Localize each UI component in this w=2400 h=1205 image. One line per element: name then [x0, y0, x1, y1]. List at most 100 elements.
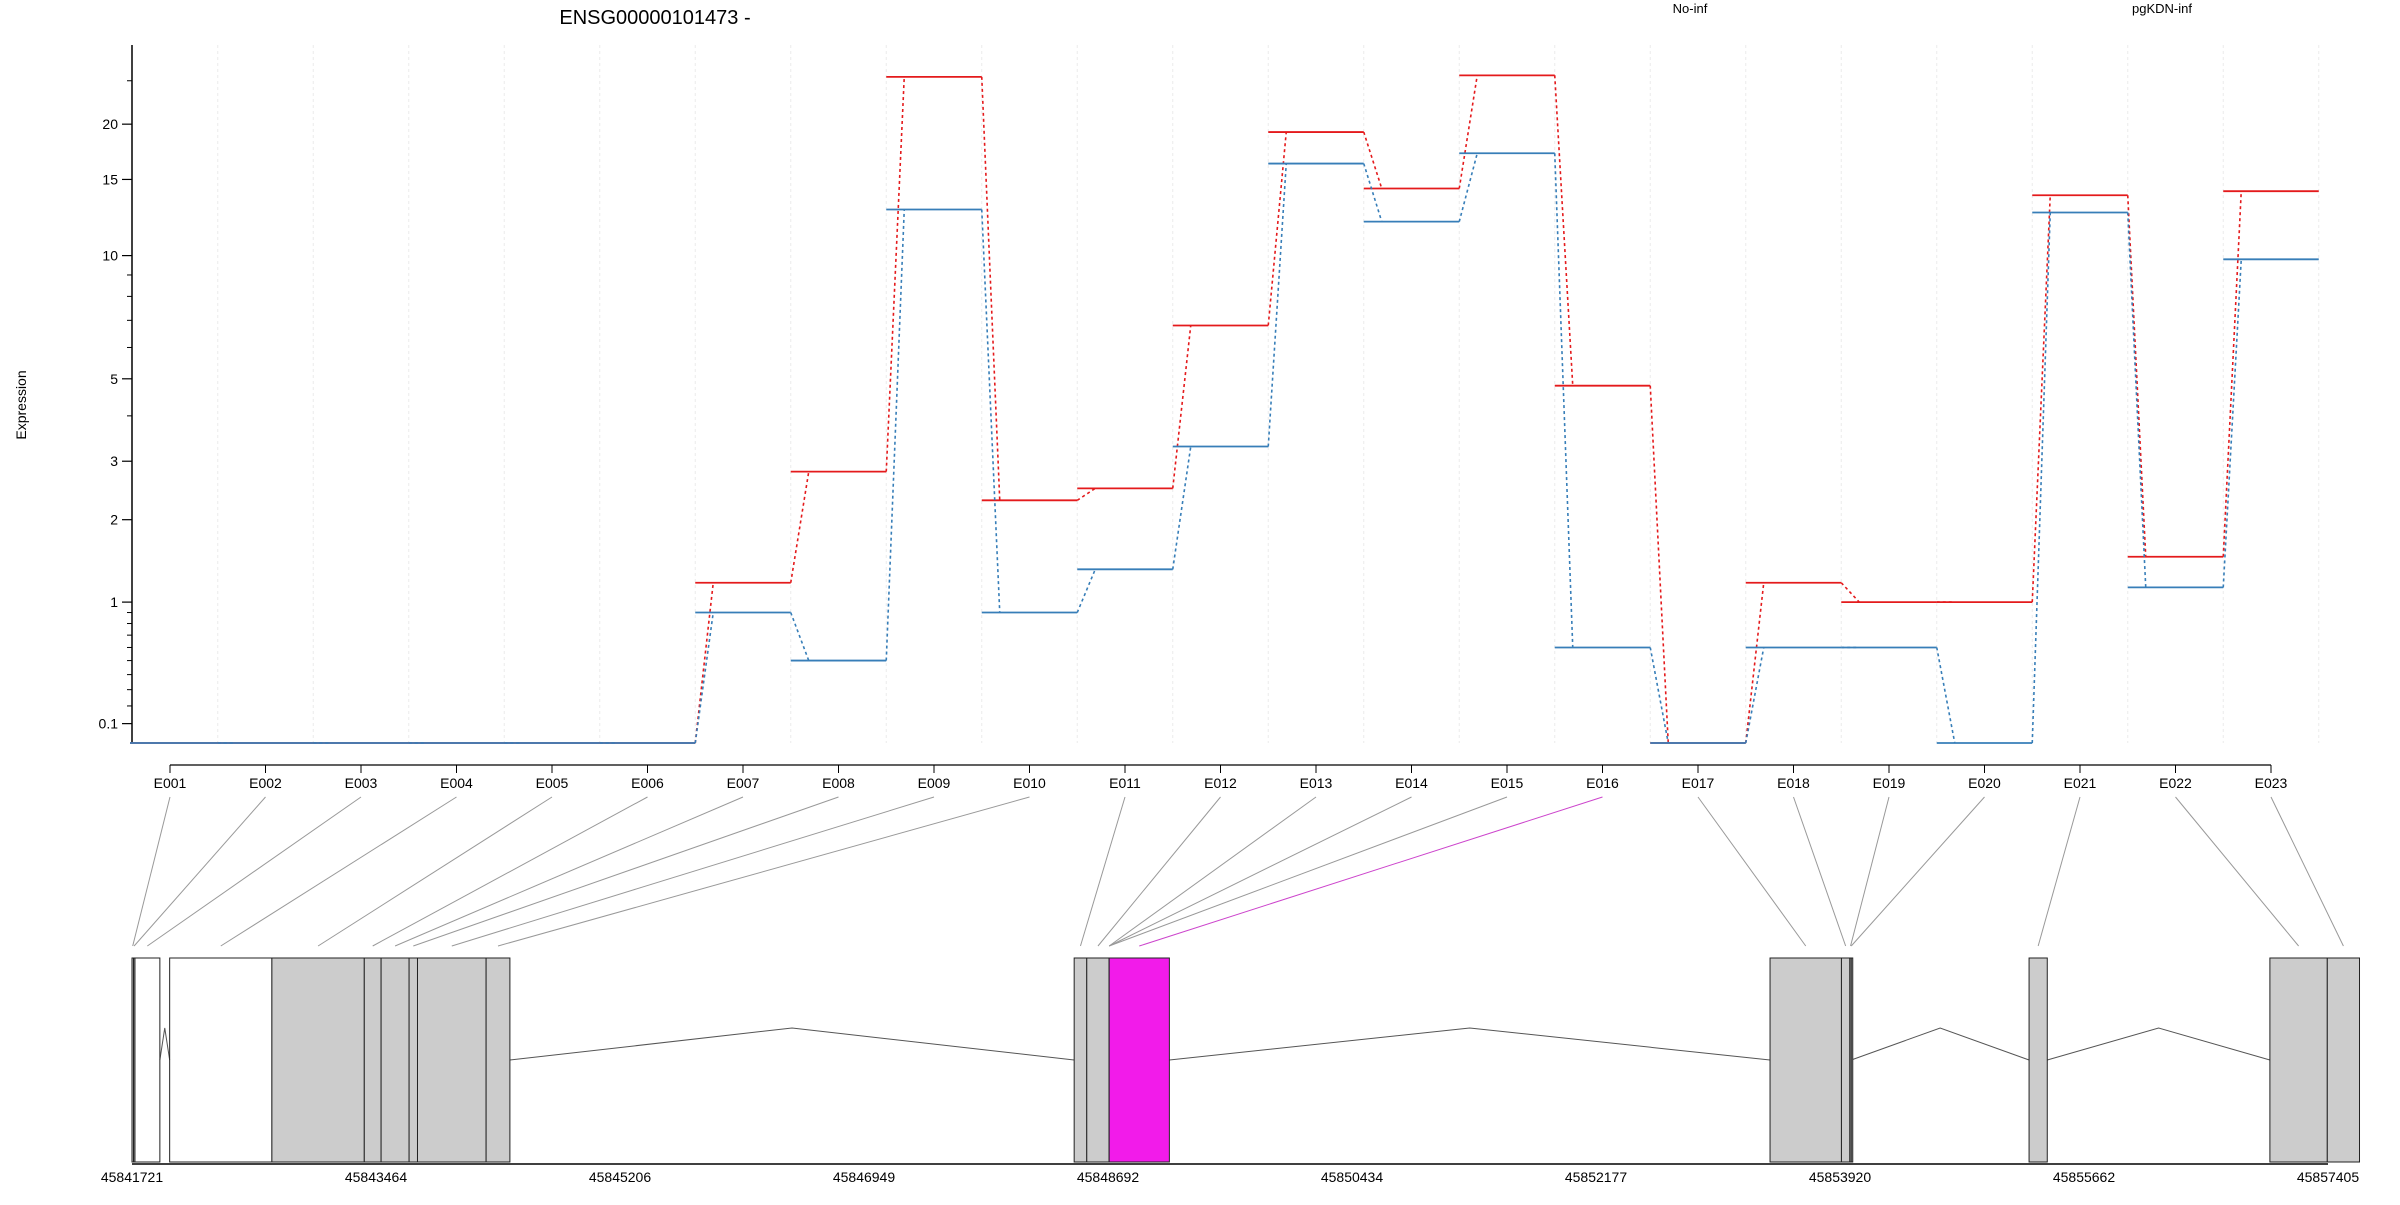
- x-tick-label: E002: [249, 775, 282, 791]
- exon-connector-e018: [1793, 796, 1847, 947]
- y-tick-label: 15: [102, 171, 118, 187]
- exon-box-e010: [485, 957, 511, 1163]
- series-pgkdn-inf-connector: [1171, 446, 1192, 570]
- series-no-inf-connector: [1267, 131, 1288, 326]
- x-tick-label: E017: [1682, 775, 1715, 791]
- exon-connector-e017: [1697, 796, 1807, 947]
- genomic-tick-label: 45850434: [1321, 1169, 1384, 1185]
- genomic-tick-label: 45846949: [833, 1169, 896, 1185]
- exon-box-e017: [1769, 957, 1842, 1163]
- y-tick-label: 1: [110, 594, 118, 610]
- exon-box-e011: [1073, 957, 1088, 1163]
- series-pgkdn-inf-connector: [980, 209, 1001, 613]
- exon-connector-e014: [1108, 796, 1412, 947]
- exon-connector-e016: [1139, 796, 1603, 947]
- intron-line: [1851, 1027, 2030, 1061]
- x-tick-label: E005: [536, 775, 569, 791]
- genomic-tick-label: 45852177: [1565, 1169, 1628, 1185]
- x-tick-label: E019: [1873, 775, 1906, 791]
- exon-connector-e007: [394, 796, 744, 947]
- exon-connector-e003: [147, 796, 362, 947]
- series-no-inf-connector: [980, 76, 1001, 501]
- exon-connector-e004: [220, 796, 457, 947]
- exon-connector-e002: [133, 796, 266, 947]
- exon-connector-e015: [1108, 796, 1508, 947]
- x-tick-label: E011: [1109, 775, 1141, 791]
- exon-connector-e006: [372, 796, 648, 947]
- y-tick-label: 0.1: [99, 716, 119, 732]
- exon-connector-e005: [317, 796, 553, 947]
- series-pgkdn-inf-connector: [1362, 163, 1383, 222]
- x-tick-label: E016: [1586, 775, 1619, 791]
- series-no-inf-connector: [1076, 487, 1096, 501]
- series-pgkdn-inf-connector: [1649, 647, 1670, 744]
- series-no-inf-connector: [1362, 131, 1383, 189]
- x-tick-label: E012: [1204, 775, 1237, 791]
- genomic-tick-label: 45845206: [589, 1169, 652, 1185]
- exon-box-e020: [1850, 957, 1854, 1163]
- exon-connector-e008: [413, 796, 839, 947]
- intron-line: [509, 1027, 1075, 1061]
- exon-connector-e011: [1079, 796, 1126, 947]
- exon-box-e005: [271, 957, 365, 1163]
- x-tick-label: E021: [2064, 775, 2097, 791]
- legend-entry-no-inf: No-inf: [1673, 1, 1708, 16]
- exon-box-e008: [408, 957, 418, 1163]
- exon-box-e004: [169, 957, 273, 1163]
- series-no-inf-connector: [1649, 385, 1670, 744]
- series-pgkdn-inf-connector: [1935, 647, 1956, 744]
- x-tick-label: E007: [727, 775, 760, 791]
- exon-connector-e001: [132, 796, 171, 947]
- exon-box-e021: [2028, 957, 2048, 1163]
- exon-connector-e022: [2175, 796, 2299, 947]
- exon-connector-e019: [1850, 796, 1890, 947]
- genomic-tick-label: 45857405: [2297, 1169, 2360, 1185]
- x-tick-label: E023: [2255, 775, 2288, 791]
- series-no-inf-connector: [789, 471, 810, 583]
- genomic-tick-label: 45841721: [101, 1169, 164, 1185]
- series-pgkdn-inf-connector: [694, 612, 715, 744]
- series-no-inf-connector: [1840, 582, 1860, 603]
- x-tick-label: E022: [2159, 775, 2192, 791]
- series-no-inf-connector: [1458, 75, 1479, 189]
- x-tick-label: E008: [822, 775, 855, 791]
- vertical-gridlines: [217, 45, 2320, 743]
- y-tick-label: 20: [102, 116, 118, 132]
- series-no-inf-connector: [1744, 582, 1765, 744]
- y-axis: 0.1 1 2 3 5 10 15 20: [99, 45, 133, 743]
- y-tick-label: 2: [110, 512, 118, 528]
- series-pgkdn-inf-connector: [2222, 259, 2243, 588]
- exon-connector-e020: [1850, 796, 1985, 947]
- x-tick-label: E018: [1777, 775, 1810, 791]
- genomic-coordinate-axis: 45841721 45843464 45845206 45846949 45848692…: [101, 1163, 2360, 1185]
- genomic-tick-label: 45855662: [2053, 1169, 2116, 1185]
- y-axis-label: Expression: [13, 370, 29, 439]
- series-no-inf-connector: [2126, 195, 2147, 557]
- intron-line: [2047, 1027, 2271, 1061]
- series-pgkdn-inf-connector: [2126, 212, 2147, 588]
- series-pgkdn-inf-connector: [1076, 569, 1096, 613]
- genomic-tick-label: 45853920: [1809, 1169, 1872, 1185]
- exon-connector-e023: [2270, 796, 2344, 947]
- series-pgkdn-inf-connector: [1553, 153, 1574, 648]
- series-pgkdn-inf-connector: [1267, 163, 1288, 447]
- exon-connector-e013: [1108, 796, 1317, 947]
- x-tick-label: E020: [1968, 775, 2001, 791]
- intron-line: [1169, 1027, 1771, 1061]
- series-no-inf-connector: [1171, 325, 1192, 489]
- exon-box-e023: [2326, 957, 2361, 1163]
- y-tick-label: 5: [110, 371, 118, 387]
- series-pgkdn-inf-connector: [790, 612, 810, 661]
- gene-model: [131, 957, 2361, 1163]
- exon-connector-e010: [497, 796, 1030, 947]
- exon-box-e006: [363, 957, 382, 1163]
- x-tick-label: E001: [154, 775, 187, 791]
- exon-box-e018: [1840, 957, 1851, 1163]
- exon-connector-e012: [1097, 796, 1221, 947]
- series-lines: [130, 74, 2319, 744]
- series-no-inf-connector: [2222, 191, 2243, 557]
- legend-entry-pgkdn-inf: pgKDN-inf: [2132, 1, 2192, 16]
- series-no-inf-connector: [1553, 75, 1574, 386]
